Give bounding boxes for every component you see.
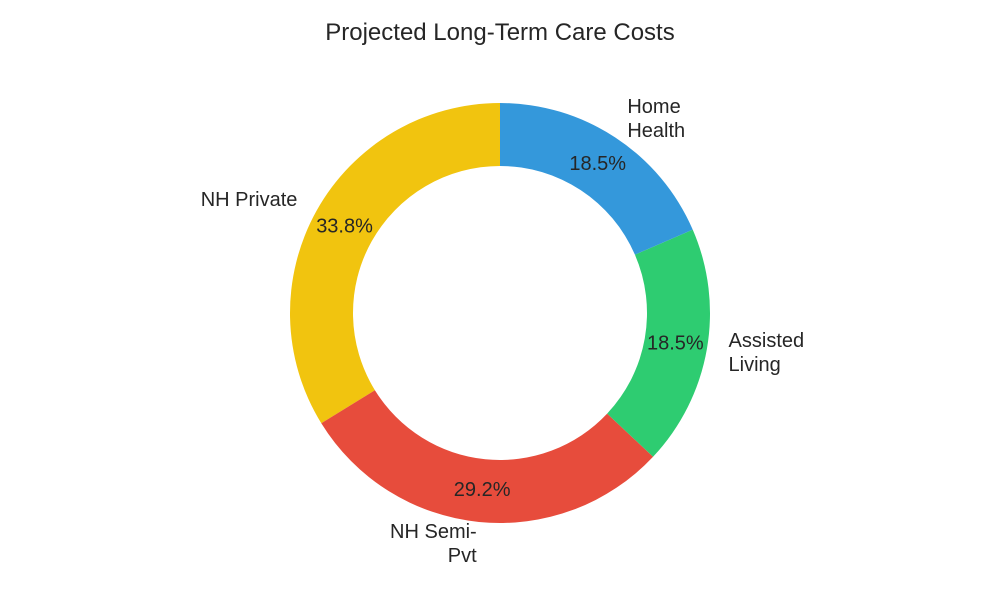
category-label-assisted-living: Assisted Living	[729, 330, 805, 376]
chart-title: Projected Long-Term Care Costs	[325, 19, 675, 46]
category-label-line: Health	[627, 120, 685, 142]
category-label-line: Pvt	[448, 545, 477, 567]
category-label-line: Living	[729, 354, 781, 376]
slice-nh-semi-pvt	[321, 390, 654, 523]
category-label-home-health: Home Health	[627, 96, 685, 142]
pct-label-nh-semi-pvt: 29.2%	[454, 479, 511, 501]
pct-label-home-health: 18.5%	[569, 153, 626, 175]
category-label-line: Assisted	[729, 330, 805, 352]
slice-nh-private	[290, 103, 500, 424]
pct-label-nh-private: 33.8%	[316, 215, 373, 237]
slice-home-health	[500, 103, 693, 255]
category-label-nh-private: NH Private	[201, 189, 298, 211]
category-label-line: NH Private	[201, 189, 298, 211]
category-label-line: Home	[627, 96, 680, 118]
pct-label-assisted-living: 18.5%	[647, 333, 704, 355]
category-label-line: NH Semi-	[390, 521, 477, 543]
slice-assisted-living	[607, 229, 710, 457]
category-label-nh-semi-pvt: NH Semi-Pvt	[390, 521, 477, 567]
